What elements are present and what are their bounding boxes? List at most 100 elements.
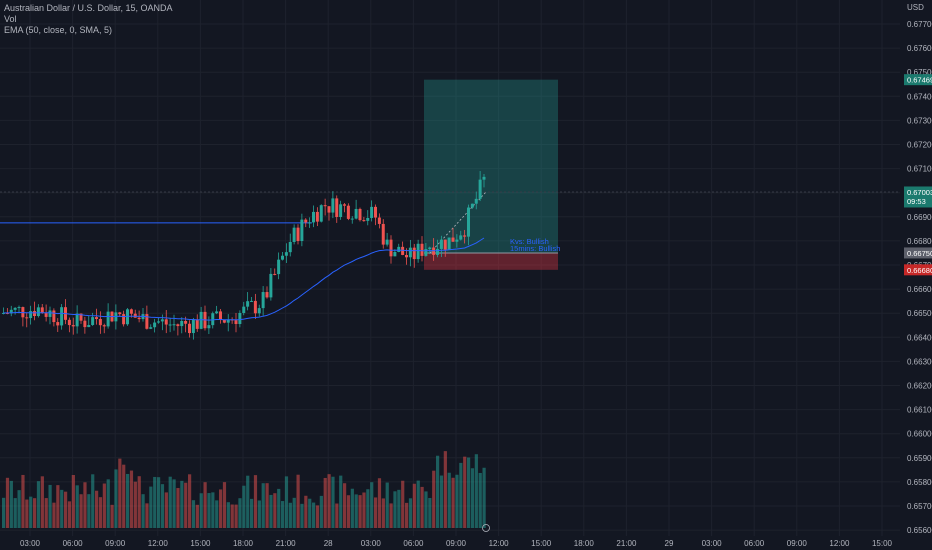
volume-bar (420, 486, 424, 528)
candlestick-series (2, 171, 486, 340)
volume-bar (273, 493, 277, 528)
time-axis[interactable]: 03:00 06:00 09:00 12:00 15:00 18:00 21:00 28 03:… (20, 539, 893, 548)
volume-bar (17, 490, 21, 528)
time-label: 15:00 (190, 539, 211, 548)
candle-body (257, 308, 261, 314)
candle-body (234, 320, 238, 324)
candle-body (106, 311, 110, 327)
volume-bar (188, 474, 192, 528)
candle-body (176, 324, 180, 327)
volume-bar (389, 503, 393, 528)
volume-bar (191, 500, 196, 528)
volume-legend[interactable]: Vol (4, 14, 17, 24)
candle-body (273, 273, 277, 275)
candle-body (83, 320, 87, 328)
volume-bar (160, 484, 165, 528)
candle-body (269, 273, 273, 298)
volume-bar (467, 457, 471, 528)
volume-bar (358, 495, 362, 528)
volume-bar (180, 480, 184, 528)
candle-body (215, 311, 219, 314)
stop-price-tag: 0.66680 (907, 266, 932, 275)
volume-bar (122, 464, 126, 528)
candle-body (377, 217, 381, 224)
volume-bar (250, 498, 254, 528)
time-label: 12:00 (148, 539, 169, 548)
volume-bar (126, 473, 130, 528)
long-position-tool[interactable] (0, 79, 900, 270)
entry-price-tag-bg (904, 247, 932, 259)
candle-body (246, 301, 250, 307)
candle-body (300, 219, 304, 241)
volume-bar (292, 497, 296, 528)
volume-bar (300, 503, 304, 528)
candle-body (284, 252, 288, 256)
volume-bar (129, 470, 134, 528)
candle-body (281, 255, 284, 260)
time-label: 29 (665, 539, 674, 548)
candle-body (312, 211, 315, 223)
volume-bar (451, 477, 455, 528)
target-price-tag-bg (904, 74, 932, 86)
volume-bar (226, 502, 230, 528)
volume-bar (265, 483, 269, 528)
time-label: 18:00 (574, 539, 595, 548)
symbol-title[interactable]: Australian Dollar / U.S. Dollar, 15, OAN… (4, 3, 173, 13)
candle-body (408, 247, 412, 258)
volume-bar (296, 474, 300, 528)
candle-body (75, 313, 79, 327)
candle-body (327, 206, 331, 213)
volume-bar (246, 475, 250, 528)
candle-body (168, 324, 172, 326)
ema-legend[interactable]: EMA (50, close, 0, SMA, 5) (4, 25, 113, 35)
candle-body (122, 314, 126, 325)
candle-body (389, 239, 393, 257)
volume-bar (447, 472, 451, 528)
volume-bar (75, 485, 79, 528)
candle-body (250, 300, 253, 302)
volume-bar (168, 476, 172, 528)
candle-body (478, 179, 482, 199)
volume-bar (331, 476, 335, 528)
volume-bar (83, 482, 87, 528)
candle-body (416, 243, 420, 260)
volume-bars (2, 451, 486, 528)
candle-body (9, 309, 13, 314)
candle-body (118, 312, 122, 315)
volume-bar (176, 488, 180, 528)
volume-bar (474, 454, 478, 528)
candle-body (470, 203, 474, 208)
candle-body (451, 237, 455, 242)
volume-bar (405, 502, 409, 528)
trend-label-2: 15mins: Bullish (510, 244, 560, 253)
ema-path (3, 237, 485, 321)
volume-bar (257, 500, 261, 528)
candle-body (467, 207, 470, 237)
volume-bar (381, 498, 385, 528)
time-label: 15:00 (872, 539, 893, 548)
candle-body (207, 325, 211, 329)
volume-bar (79, 494, 83, 528)
candle-body (29, 311, 33, 319)
price-tick-label: 0.65600 (907, 526, 932, 535)
volume-bar (33, 498, 37, 528)
volume-bar (339, 475, 343, 528)
candle-body (397, 246, 401, 252)
volume-bar (91, 474, 95, 528)
time-label: 18:00 (233, 539, 254, 548)
candle-body (401, 246, 405, 255)
volume-bar (98, 497, 103, 528)
candle-body (5, 312, 9, 314)
volume-bar (25, 499, 29, 528)
candle-body (36, 307, 40, 317)
